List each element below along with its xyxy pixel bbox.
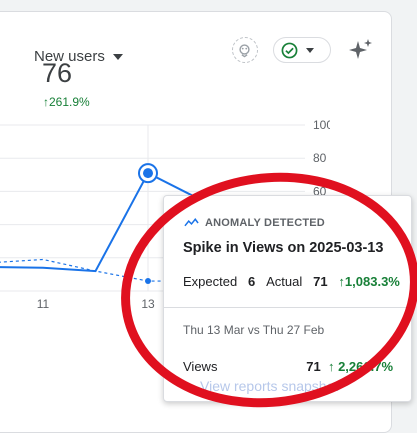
chevron-down-icon [306,47,314,53]
anomaly-tooltip: ANOMALY DETECTED Spike in Views on 2025-… [163,195,412,402]
view-snapshot-link[interactable]: View reports snapshot [200,378,339,394]
x-tick-label: 11 [37,297,50,311]
tooltip-title: Spike in Views on 2025-03-13 [183,240,384,256]
actual-change: ↑1,083.3% [338,274,400,289]
expected-point [145,278,151,285]
expected-label: Expected [183,274,238,289]
actual-label: Actual [266,274,303,289]
metric-label: New users [34,48,105,65]
tooltip-header: ANOMALY DETECTED [205,217,325,229]
tooltip-metric-label: Views [183,359,218,374]
metric-change: ↑261.9% [43,95,90,109]
x-tick-label: 13 [141,297,155,311]
tooltip-metric-change: ↑ 2,266.7% [327,359,393,374]
expected-value: 6 [248,274,256,289]
trend-anomaly-icon [184,218,199,227]
metric-dropdown[interactable]: New users [34,48,123,65]
sparkle-icon[interactable] [348,37,374,68]
tooltip-date-range: Thu 13 Mar vs Thu 27 Feb [183,323,325,337]
y-tick-label: 100 [313,118,330,132]
status-dropdown[interactable] [273,37,331,63]
caret-down-icon [112,53,123,60]
y-tick-label: 80 [313,151,327,165]
metric-value: 76 [42,58,73,88]
actual-value: 71 [313,274,328,289]
anomaly-point [143,168,153,179]
tooltip-metric-value: 71 [306,359,321,374]
tooltip-divider [164,307,411,308]
insights-icon[interactable] [232,37,258,63]
check-circle-icon [281,42,298,58]
